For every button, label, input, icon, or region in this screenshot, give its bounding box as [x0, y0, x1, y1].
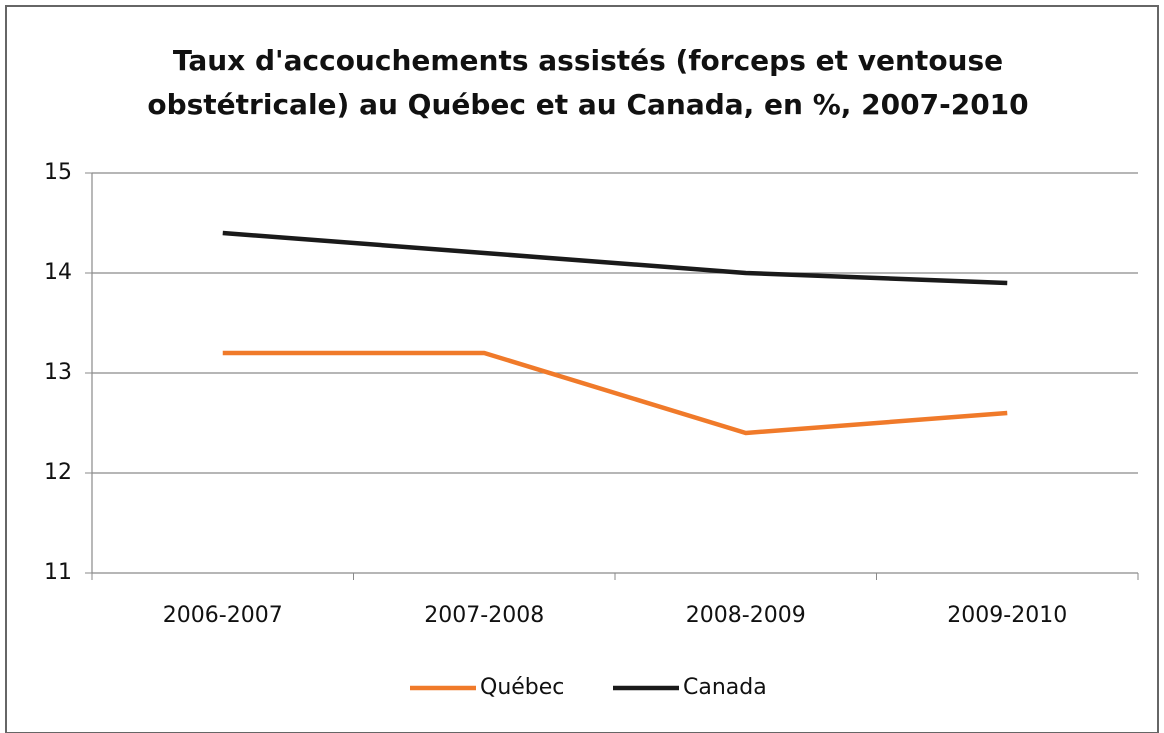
legend-label: Québec	[480, 675, 564, 700]
x-tick-label: 2006-2007	[163, 603, 283, 628]
x-tick-label: 2007-2008	[424, 603, 544, 628]
y-tick-label: 14	[44, 260, 72, 285]
y-tick-label: 15	[44, 160, 72, 185]
chart-title: Taux d'accouchements assistés (forceps e…	[173, 44, 1003, 77]
legend-label: Canada	[683, 675, 767, 700]
series-line	[222, 350, 1008, 436]
series-line	[222, 230, 1008, 286]
y-tick-label: 13	[44, 360, 72, 385]
y-tick-label: 11	[44, 560, 72, 585]
x-tick-label: 2009-2010	[947, 603, 1067, 628]
chart-frame	[5, 5, 1159, 733]
chart-title: obstétricale) au Québec et au Canada, en…	[147, 88, 1028, 121]
x-tick-label: 2008-2009	[686, 603, 806, 628]
y-tick-label: 12	[44, 460, 72, 485]
